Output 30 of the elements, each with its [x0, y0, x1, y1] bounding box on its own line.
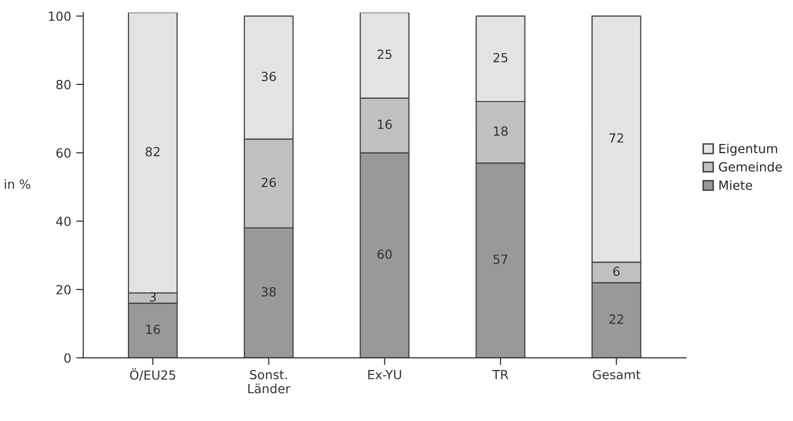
y-tick-label: 80 [56, 80, 71, 90]
data-label: 16 [378, 120, 392, 130]
data-label: 60 [378, 249, 392, 259]
data-label: 22 [609, 314, 624, 324]
data-label: 82 [146, 146, 160, 156]
data-label: 6 [613, 266, 620, 276]
x-tick-label: Gesamt [592, 370, 640, 380]
y-tick-label: 60 [56, 148, 71, 158]
data-label: 3 [150, 292, 156, 302]
y-tick-label: 100 [48, 12, 71, 21]
data-label: 18 [494, 126, 508, 136]
data-label: 25 [378, 50, 392, 59]
legend-label: Gemeinde [718, 162, 782, 172]
data-label: 16 [146, 324, 160, 334]
x-tick-label: Sonst. Länder [248, 370, 290, 394]
x-tick-label: TR [492, 370, 508, 380]
y-tick-label: 40 [56, 216, 71, 226]
legend-label: Miete [719, 180, 752, 190]
y-axis-title: in % [4, 179, 30, 189]
x-tick-label: Ö/EU25 [130, 368, 176, 381]
y-tick-label: 0 [64, 353, 71, 363]
data-label: 26 [262, 178, 276, 188]
data-label: 36 [262, 72, 276, 82]
data-label: 25 [493, 52, 508, 62]
x-tick-label: Ex-YU [368, 370, 402, 380]
legend-label: Eigentum [719, 144, 778, 156]
data-label: 72 [609, 133, 624, 143]
data-label: 57 [494, 254, 508, 264]
data-label: 38 [262, 287, 276, 297]
y-tick-label: 20 [56, 284, 71, 294]
